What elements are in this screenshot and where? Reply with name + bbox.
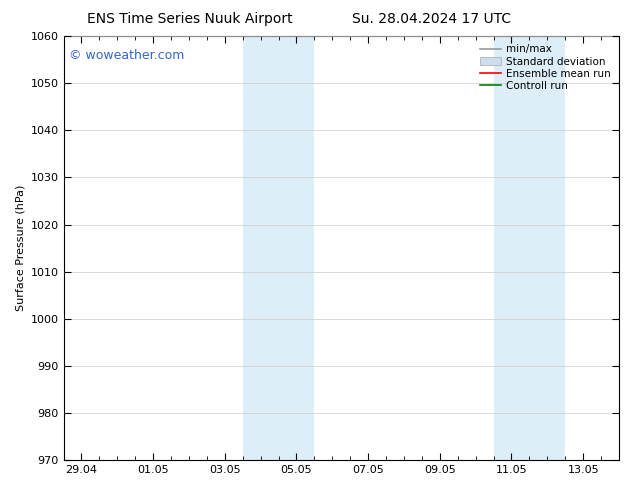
Bar (243, 36, 314, 460)
Text: Su. 28.04.2024 17 UTC: Su. 28.04.2024 17 UTC (352, 12, 510, 26)
Legend: min/max, Standard deviation, Ensemble mean run, Controll run: min/max, Standard deviation, Ensemble me… (477, 41, 614, 94)
Text: ENS Time Series Nuuk Airport: ENS Time Series Nuuk Airport (87, 12, 293, 26)
Y-axis label: Surface Pressure (hPa): Surface Pressure (hPa) (15, 185, 25, 311)
Text: © woweather.com: © woweather.com (69, 49, 184, 62)
Bar (494, 36, 566, 460)
